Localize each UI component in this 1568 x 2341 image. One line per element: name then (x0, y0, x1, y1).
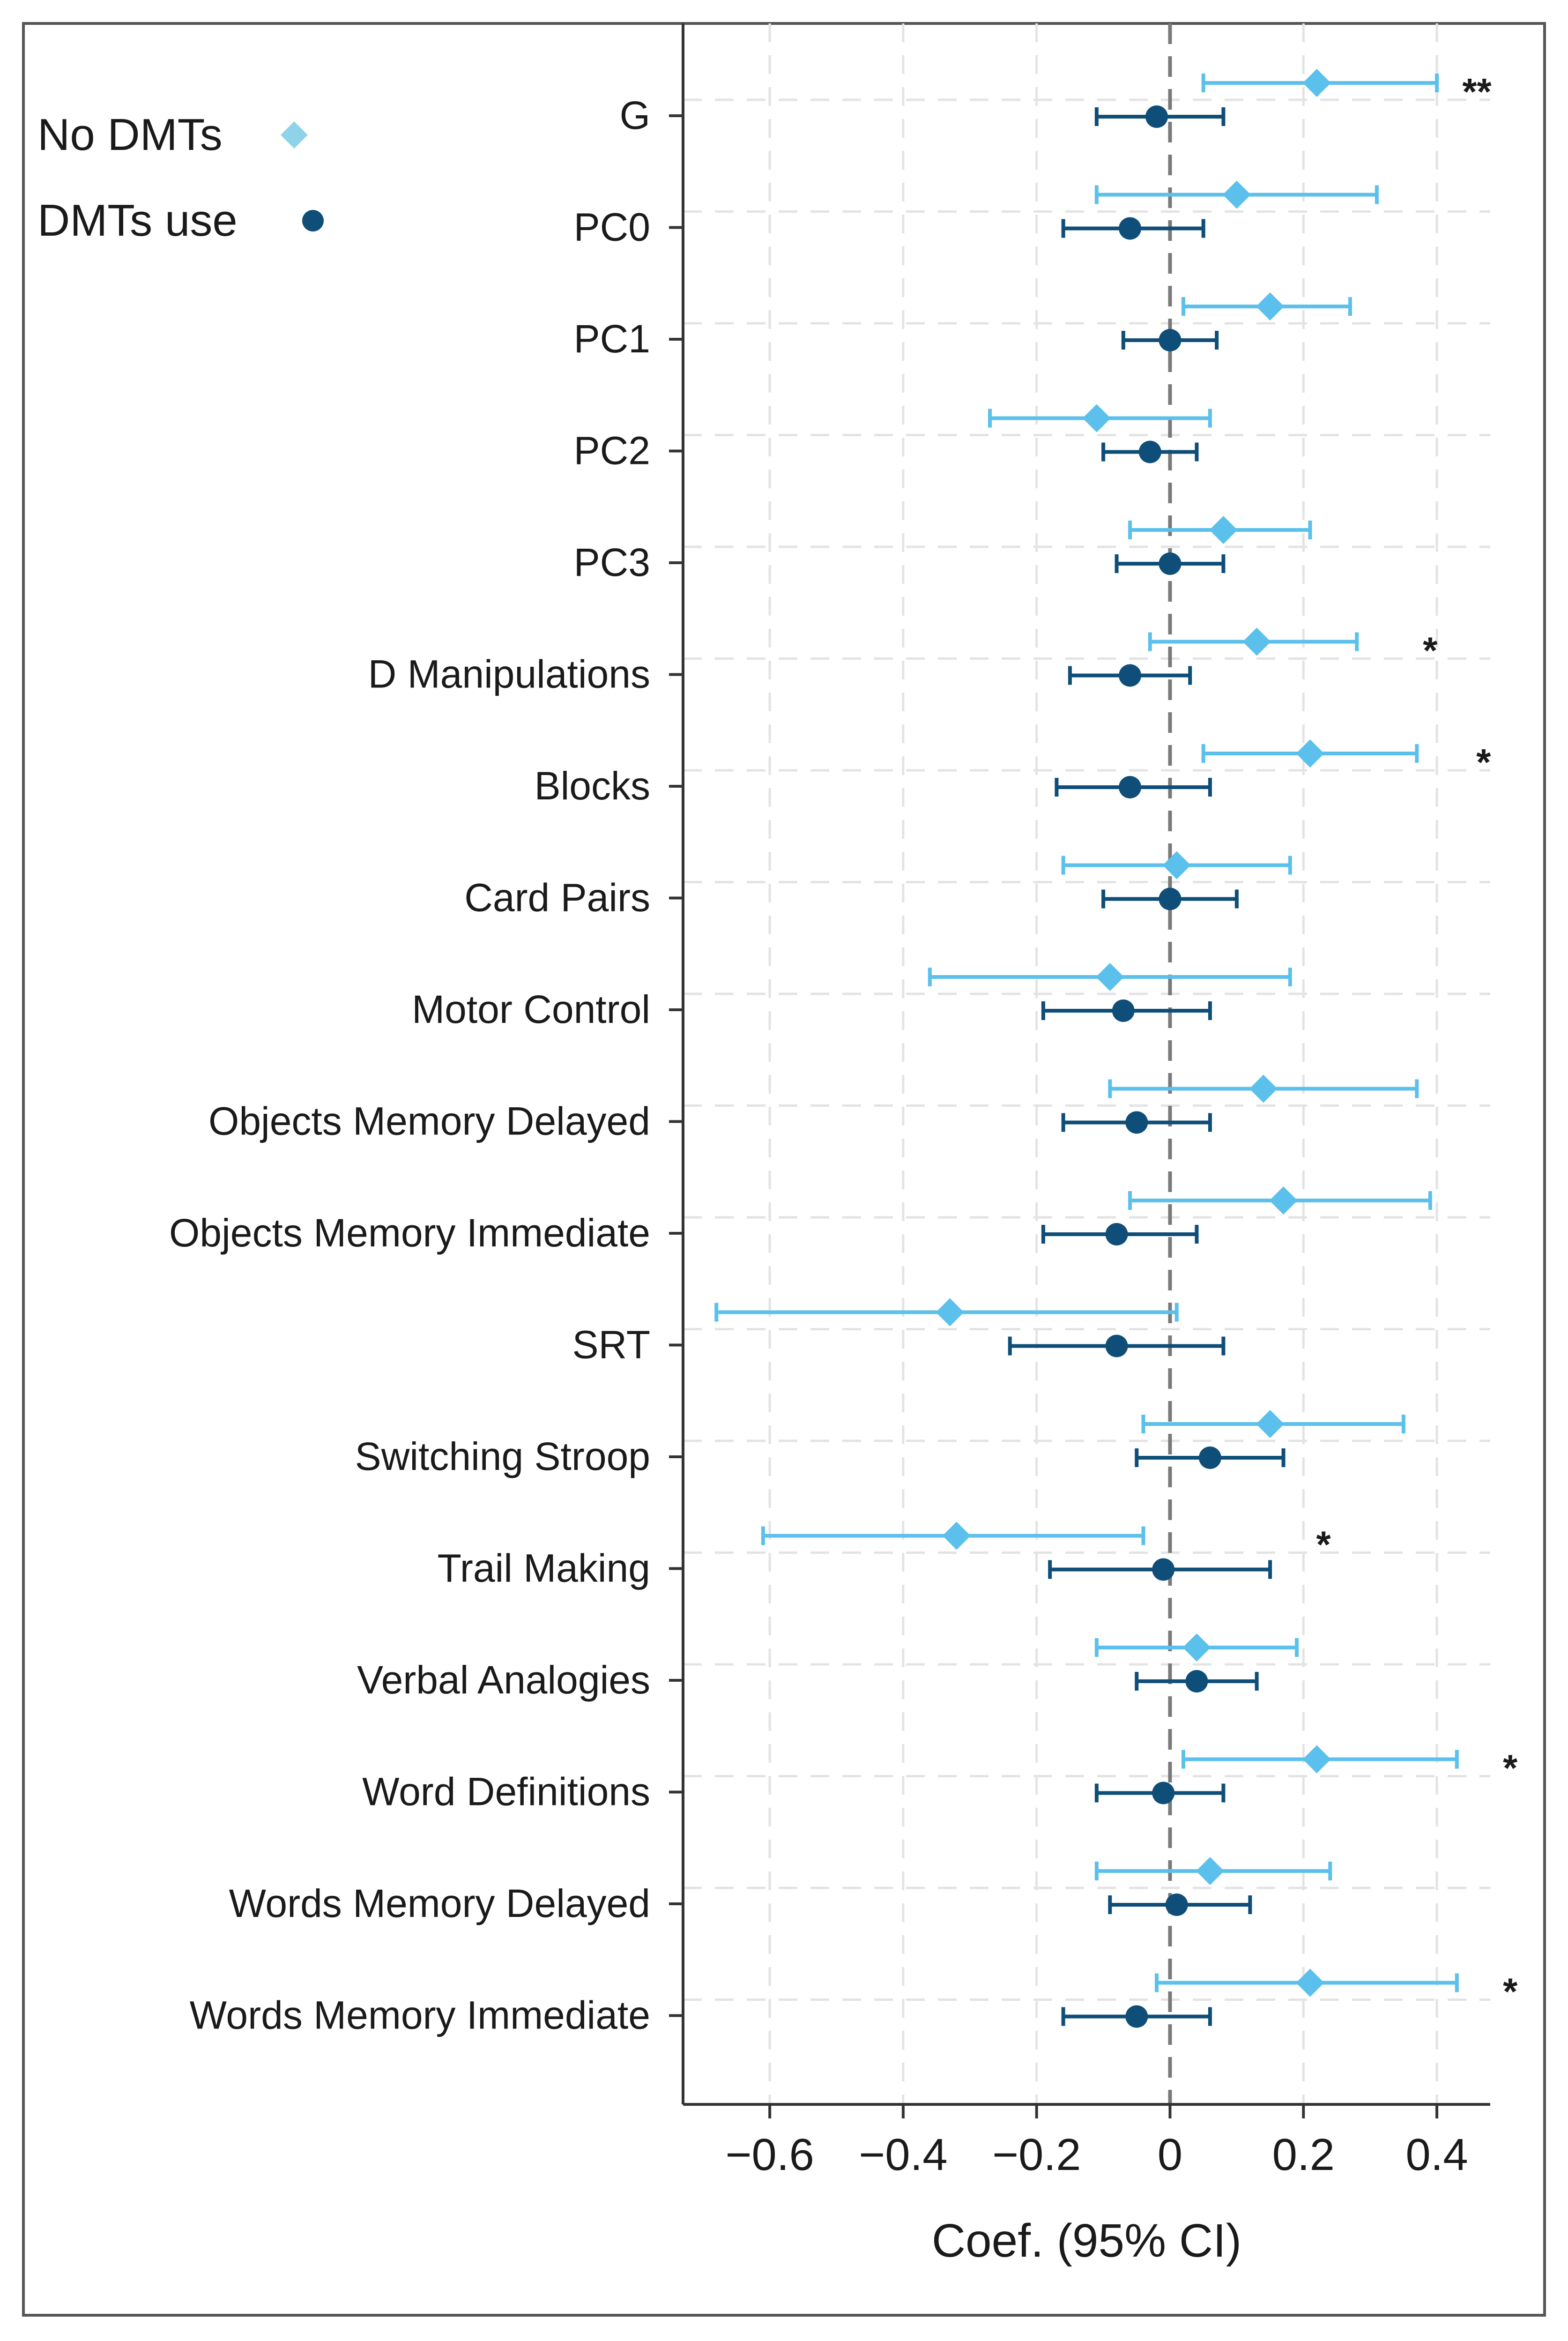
point-estimate-diamond (1296, 739, 1324, 768)
point-estimate-diamond (1242, 627, 1271, 656)
y-tick-label: PC0 (574, 205, 650, 249)
legend-marker-circle (302, 210, 324, 231)
point-estimate-circle (1185, 1670, 1208, 1692)
significance-marker: ** (1462, 71, 1492, 112)
y-tick-label: Trail Making (438, 1546, 650, 1590)
point-estimate-circle (1159, 552, 1182, 575)
significance-marker: * (1503, 1971, 1518, 2013)
y-tick-label: D Manipulations (368, 652, 650, 696)
significance-marker: * (1503, 1747, 1518, 1789)
point-estimate-circle (1119, 664, 1142, 687)
point-estimate-circle (1145, 105, 1168, 128)
y-tick-label: Objects Memory Immediate (169, 1211, 650, 1255)
figure-border (22, 22, 1546, 2317)
x-tick-label: −0.6 (725, 2130, 814, 2180)
point-estimate-diamond (942, 1521, 971, 1550)
y-tick-label: PC2 (574, 429, 650, 473)
legend-label: DMTs use (37, 195, 238, 246)
point-estimate-circle (1125, 2005, 1148, 2028)
point-estimate-circle (1152, 1558, 1175, 1581)
point-estimate-diamond (1302, 69, 1331, 97)
point-estimate-diamond (936, 1298, 964, 1327)
point-estimate-diamond (1096, 963, 1124, 991)
point-estimate-diamond (1269, 1186, 1298, 1215)
legend-label: No DMTs (37, 110, 223, 160)
point-estimate-circle (1112, 999, 1135, 1022)
y-tick-label: Words Memory Immediate (190, 1993, 650, 2037)
y-tick-label: PC1 (574, 317, 650, 361)
point-estimate-circle (1159, 329, 1182, 351)
x-tick-label: 0.2 (1272, 2130, 1335, 2180)
point-estimate-diamond (1249, 1074, 1278, 1103)
x-axis-label: Coef. (95% CI) (932, 2214, 1241, 2267)
x-tick-label: 0 (1158, 2130, 1182, 2180)
point-estimate-diamond (1296, 1968, 1324, 1997)
point-estimate-circle (1198, 1446, 1221, 1469)
point-estimate-circle (1152, 1782, 1175, 1804)
point-estimate-circle (1125, 1111, 1148, 1134)
point-estimate-diamond (1302, 1745, 1331, 1774)
significance-marker: * (1423, 630, 1438, 671)
y-tick-label: Card Pairs (464, 876, 650, 920)
y-tick-label: G (620, 93, 650, 137)
x-tick-label: 0.4 (1405, 2130, 1468, 2180)
point-estimate-diamond (1162, 851, 1191, 880)
y-tick-label: Word Definitions (362, 1770, 650, 1814)
x-tick-label: −0.4 (859, 2130, 948, 2180)
x-tick-label: −0.2 (992, 2130, 1081, 2180)
point-estimate-circle (1105, 1335, 1128, 1357)
point-estimate-diamond (1082, 404, 1111, 432)
significance-marker: * (1476, 741, 1491, 783)
point-estimate-diamond (1196, 1857, 1224, 1885)
point-estimate-diamond (1256, 1410, 1285, 1438)
legend-marker-diamond (281, 121, 308, 149)
point-estimate-diamond (1222, 180, 1251, 209)
point-estimate-circle (1119, 217, 1142, 240)
point-estimate-circle (1159, 887, 1182, 910)
point-estimate-circle (1165, 1894, 1188, 1916)
y-tick-label: Words Memory Delayed (229, 1881, 650, 1925)
point-estimate-circle (1119, 776, 1142, 798)
point-estimate-circle (1105, 1223, 1128, 1245)
y-tick-label: Motor Control (412, 987, 650, 1031)
point-estimate-diamond (1182, 1633, 1211, 1662)
point-estimate-circle (1138, 440, 1161, 463)
y-tick-label: Objects Memory Delayed (208, 1099, 650, 1143)
point-estimate-diamond (1209, 516, 1238, 544)
y-tick-label: Switching Stroop (355, 1434, 650, 1478)
y-tick-label: Verbal Analogies (357, 1658, 650, 1702)
y-tick-label: SRT (572, 1323, 650, 1367)
y-tick-label: Blocks (535, 764, 650, 808)
point-estimate-diamond (1256, 292, 1285, 321)
significance-marker: * (1316, 1524, 1331, 1566)
y-tick-label: PC3 (574, 540, 650, 584)
